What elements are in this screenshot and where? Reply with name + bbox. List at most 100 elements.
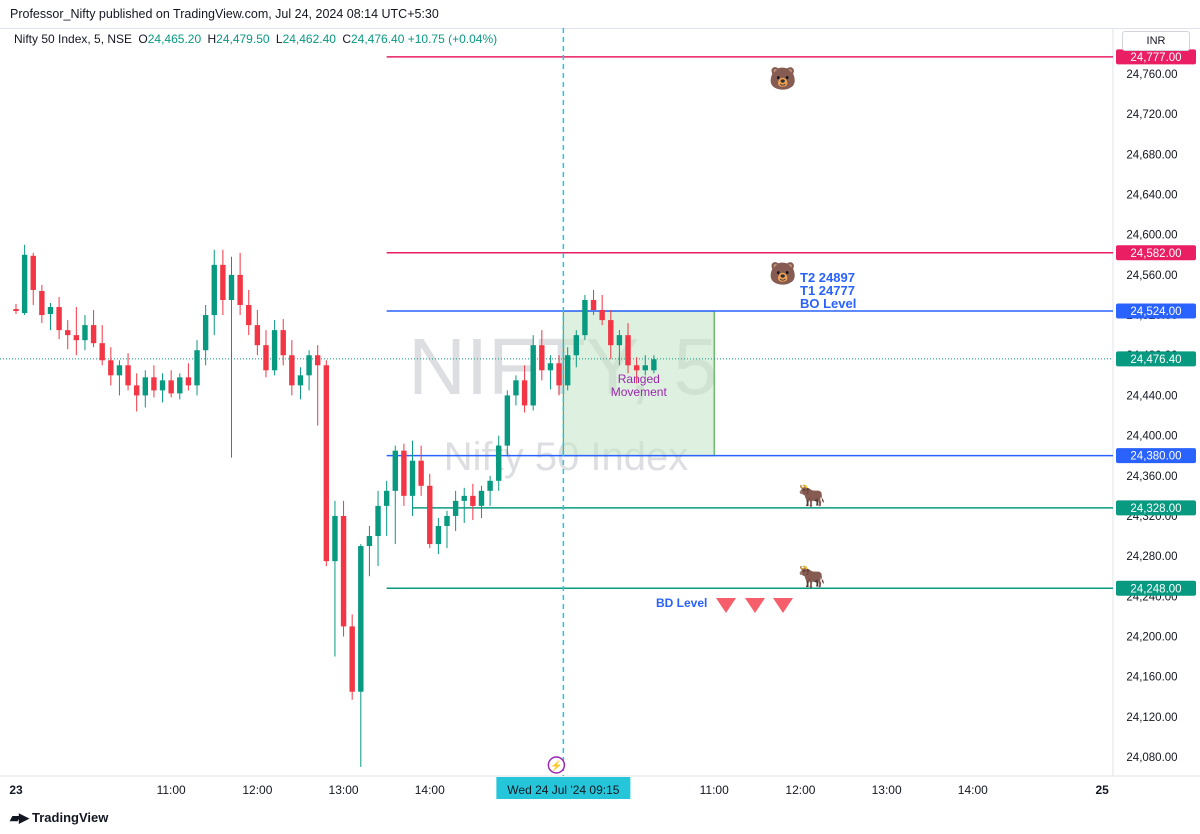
price-tick-label: 24,200.00 [1126,631,1177,643]
candle-body[interactable] [194,350,200,386]
candle-body[interactable] [297,375,304,386]
candle-body[interactable] [202,315,209,351]
candle-body[interactable] [142,377,148,396]
candle-body[interactable] [633,365,640,371]
candle-body[interactable] [159,380,166,391]
publish-header: Professor_Nifty published on TradingView… [0,0,1200,29]
candle-body[interactable] [323,365,330,562]
currency-button[interactable]: INR [1122,31,1190,51]
price-tick-label: 24,400.00 [1126,431,1177,443]
candle-body[interactable] [47,307,54,315]
symbol-name[interactable]: Nifty 50 Index, 5, NSE [14,32,133,46]
candle-body[interactable] [496,445,502,481]
candlestick-chart[interactable]: NIFTY, 5Nifty 50 IndexRangedMovement🐻🐻🐂🐂… [0,28,1200,804]
candle-body[interactable] [237,274,243,306]
candle-body[interactable] [444,515,450,526]
candle-body[interactable] [177,377,183,394]
price-tick-label: 24,720.00 [1126,109,1177,121]
candle-body[interactable] [306,355,312,376]
candle-body[interactable] [547,363,554,371]
candle-body[interactable] [168,380,174,394]
low-value: 24,462.40 [282,32,336,46]
candle-body[interactable] [599,310,605,321]
published-info: Professor_Nifty published on TradingView… [10,7,439,21]
candle-body[interactable] [487,480,493,491]
candle-body[interactable] [211,264,217,316]
candle-body[interactable] [539,345,545,371]
time-tick-label: 13:00 [329,783,359,797]
candle-body[interactable] [383,490,390,506]
candle-body[interactable] [358,546,364,692]
event-marker-icon[interactable] [547,756,566,774]
candle-body[interactable] [375,505,381,537]
candle-body[interactable] [401,450,407,496]
candle-body[interactable] [409,460,416,496]
candle-body[interactable] [521,380,528,406]
candle-body[interactable] [366,536,373,547]
candle-body[interactable] [151,377,157,391]
candle-body[interactable] [651,359,657,371]
candle-body[interactable] [65,330,71,336]
candle-body[interactable] [530,345,536,406]
candle-body[interactable] [452,500,459,516]
candle-body[interactable] [608,320,614,346]
candle-body[interactable] [461,495,467,501]
tradingview-logo[interactable]: ▰▶ TradingView [10,810,109,825]
candle-body[interactable] [263,345,269,371]
bo-level-price-tag [1116,303,1196,319]
candle-body[interactable] [39,290,45,316]
candle-body[interactable] [315,355,321,366]
down-arrow-icon [716,598,736,613]
candle-body[interactable] [271,330,278,371]
bd-level-price-tag [1116,580,1196,596]
time-tick-label: 14:00 [415,783,445,797]
candle-body[interactable] [349,626,355,692]
candle-body[interactable] [133,385,140,396]
bear-marker-upper: 🐻 [769,260,796,286]
candle-body[interactable] [82,325,88,341]
candle-body[interactable] [504,395,511,446]
price-tick-label: 24,640.00 [1126,190,1177,202]
candle-body[interactable] [435,525,442,545]
close-value: 24,476.40 [350,32,405,46]
candle-body[interactable] [564,355,571,386]
candle-body[interactable] [427,485,433,545]
candle-body[interactable] [99,343,105,361]
candle-body[interactable] [513,380,519,396]
candle-body[interactable] [185,377,192,386]
candle-body[interactable] [625,335,631,366]
price-tick-label: 24,600.00 [1126,230,1177,242]
candle-body[interactable] [108,360,114,376]
candle-body[interactable] [392,450,398,491]
candle-body[interactable] [30,255,36,290]
candle-body[interactable] [246,305,252,326]
candle-body[interactable] [280,330,286,356]
candle-body[interactable] [90,325,97,344]
candle-body[interactable] [21,254,28,314]
candle-body[interactable] [590,299,597,311]
candle-body[interactable] [582,299,588,336]
chart-pane[interactable]: NIFTY, 5Nifty 50 IndexRangedMovement🐻🐻🐂🐂… [0,28,1200,804]
candle-body[interactable] [556,363,562,386]
candle-body[interactable] [13,309,19,312]
candle-body[interactable] [642,365,648,371]
candle-body[interactable] [478,490,485,506]
candle-body[interactable] [573,335,579,356]
time-tick-label: 12:00 [242,783,272,797]
candle-body[interactable] [254,325,261,346]
candle-body[interactable] [73,335,80,341]
time-tick-label: 11:00 [700,783,729,797]
candle-body[interactable] [470,495,476,506]
candle-body[interactable] [125,365,131,386]
candle-body[interactable] [289,355,295,386]
candle-body[interactable] [340,515,347,627]
candle-body[interactable] [332,515,338,562]
range-bottom-price-tag-label: 24,380.00 [1130,451,1181,463]
candle-body[interactable] [116,365,123,376]
candle-body[interactable] [616,335,623,346]
bo-level-label: BO Level [800,296,856,311]
candle-body[interactable] [56,307,62,331]
candle-body[interactable] [418,460,424,486]
candle-body[interactable] [220,264,226,300]
candle-body[interactable] [228,274,235,300]
